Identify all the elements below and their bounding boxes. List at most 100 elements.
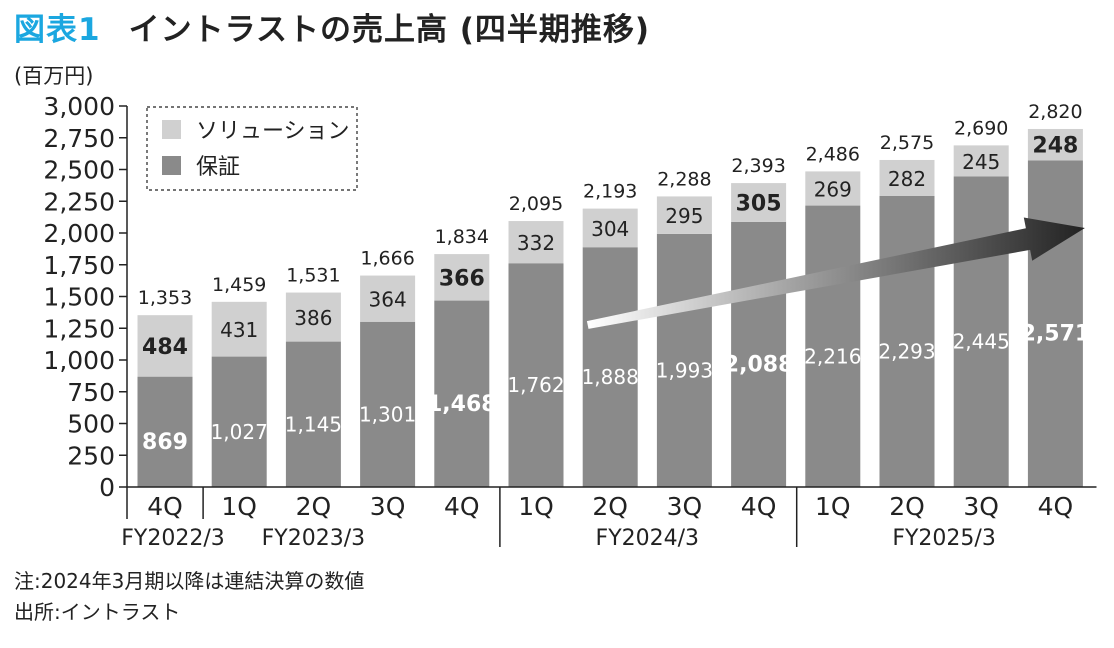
data-label-total: 2,690 bbox=[954, 117, 1008, 139]
y-tick-label: 500 bbox=[67, 410, 115, 439]
fiscal-year-label: FY2022/3 bbox=[121, 526, 225, 551]
bar-guarantee bbox=[285, 341, 341, 487]
y-axis-unit: (百万円) bbox=[14, 64, 93, 88]
bar-guarantee bbox=[582, 247, 638, 487]
bar-guarantee bbox=[360, 321, 416, 487]
data-label-total: 2,575 bbox=[880, 132, 934, 154]
bar-solution bbox=[731, 183, 787, 222]
data-label-guarantee: 2,445 bbox=[953, 330, 1010, 354]
data-label-guarantee: 1,301 bbox=[359, 402, 416, 426]
bar-solution bbox=[285, 292, 341, 342]
trend-arrow-shape bbox=[586, 217, 1085, 329]
y-tick-label: 1,000 bbox=[43, 346, 115, 375]
y-tick-label: 1,500 bbox=[43, 283, 115, 312]
x-tick-label: 4Q bbox=[1038, 492, 1074, 521]
bar-solution bbox=[434, 254, 490, 301]
bar-solution bbox=[879, 159, 935, 196]
data-label-guarantee: 1,993 bbox=[656, 358, 713, 382]
data-label-guarantee: 869 bbox=[142, 430, 188, 455]
bar-solution bbox=[805, 171, 861, 206]
x-tick-label: 3Q bbox=[963, 492, 999, 521]
bar-guarantee bbox=[879, 195, 935, 487]
y-tick-label: 0 bbox=[99, 473, 115, 502]
fiscal-year-label: FY2024/3 bbox=[596, 526, 700, 551]
y-tick-label: 1,750 bbox=[43, 251, 115, 280]
bar-solution bbox=[211, 301, 267, 357]
y-tick-label: 2,250 bbox=[43, 187, 115, 216]
data-label-total: 2,486 bbox=[806, 143, 860, 165]
bar-solution bbox=[656, 196, 712, 234]
y-tick-label: 2,500 bbox=[43, 156, 115, 185]
bar-guarantee bbox=[211, 356, 267, 487]
data-label-solution: 364 bbox=[369, 288, 407, 312]
y-tick-label: 1,250 bbox=[43, 314, 115, 343]
legend-label: 保証 bbox=[196, 155, 240, 180]
y-tick-label: 3,000 bbox=[43, 92, 115, 121]
data-label-guarantee: 2,216 bbox=[804, 344, 861, 368]
y-tick-label: 2,750 bbox=[43, 124, 115, 153]
data-label-total: 1,666 bbox=[360, 248, 414, 270]
legend-label: ソリューション bbox=[196, 119, 350, 144]
data-label-solution: 304 bbox=[591, 217, 629, 241]
data-label-total: 1,531 bbox=[286, 265, 340, 287]
data-label-total: 1,353 bbox=[138, 287, 192, 309]
data-label-total: 2,193 bbox=[583, 181, 637, 203]
y-tick-label: 750 bbox=[67, 378, 115, 407]
bar-solution bbox=[953, 145, 1009, 177]
data-label-total: 1,834 bbox=[435, 226, 489, 248]
x-tick-label: 4Q bbox=[147, 492, 183, 521]
bar-solution bbox=[508, 221, 564, 264]
data-label-solution: 305 bbox=[736, 191, 782, 216]
data-label-guarantee: 1,027 bbox=[211, 420, 268, 444]
data-label-total: 2,095 bbox=[509, 193, 563, 215]
data-label-solution: 484 bbox=[142, 335, 188, 360]
bar-guarantee bbox=[731, 221, 787, 487]
chart-title: 図表1 イントラストの売上高 (四半期推移) bbox=[14, 4, 650, 49]
bar-guarantee bbox=[805, 205, 861, 487]
x-tick-label: 1Q bbox=[815, 492, 851, 521]
data-label-total: 1,459 bbox=[212, 274, 266, 296]
data-label-total: 2,288 bbox=[657, 168, 711, 190]
x-tick-label: 4Q bbox=[741, 492, 777, 521]
bar-guarantee bbox=[508, 263, 564, 487]
legend-swatch-solution bbox=[162, 120, 181, 139]
data-label-guarantee: 2,293 bbox=[878, 339, 935, 363]
data-label-solution: 245 bbox=[962, 150, 1000, 174]
trend-arrow bbox=[586, 217, 1085, 329]
x-tick-label: 2Q bbox=[592, 492, 628, 521]
x-tick-label: 3Q bbox=[370, 492, 406, 521]
data-label-guarantee: 2,088 bbox=[724, 352, 794, 377]
bar-solution bbox=[360, 275, 416, 322]
bar-guarantee bbox=[1027, 160, 1083, 487]
x-tick-label: 2Q bbox=[889, 492, 925, 521]
data-label-guarantee: 1,145 bbox=[285, 412, 342, 436]
data-label-total: 2,820 bbox=[1028, 101, 1082, 123]
bars: 869 484 1,353 1,027 431 1,459 1,145 386 1,531 1,3… bbox=[137, 101, 1090, 488]
bar-guarantee bbox=[434, 300, 490, 487]
bar-solution bbox=[1027, 128, 1083, 161]
figure-label: 図表1 bbox=[14, 12, 101, 48]
data-label-guarantee: 1,888 bbox=[582, 365, 639, 389]
data-label-guarantee: 1,468 bbox=[427, 392, 497, 417]
data-label-total: 2,393 bbox=[731, 155, 785, 177]
data-label-solution: 332 bbox=[517, 231, 555, 255]
bar-guarantee bbox=[953, 176, 1009, 488]
data-label-solution: 431 bbox=[220, 318, 258, 342]
x-tick-label: 1Q bbox=[518, 492, 554, 521]
chart-title-text: イントラストの売上高 (四半期推移) bbox=[128, 12, 651, 48]
data-label-solution: 386 bbox=[294, 306, 332, 330]
bar-solution bbox=[582, 208, 638, 248]
data-label-solution: 295 bbox=[665, 204, 703, 228]
fiscal-year-label: FY2025/3 bbox=[892, 526, 996, 551]
legend-swatch-guarantee bbox=[162, 156, 181, 175]
fiscal-year-label: FY2023/3 bbox=[262, 526, 366, 551]
data-label-solution: 269 bbox=[814, 177, 852, 201]
footnote: 注:2024年3月期以降は連結決算の数値 bbox=[14, 569, 365, 593]
data-label-solution: 248 bbox=[1032, 134, 1078, 159]
y-tick-label: 250 bbox=[67, 441, 115, 470]
bar-guarantee bbox=[656, 233, 712, 487]
data-label-guarantee: 1,762 bbox=[507, 373, 564, 397]
